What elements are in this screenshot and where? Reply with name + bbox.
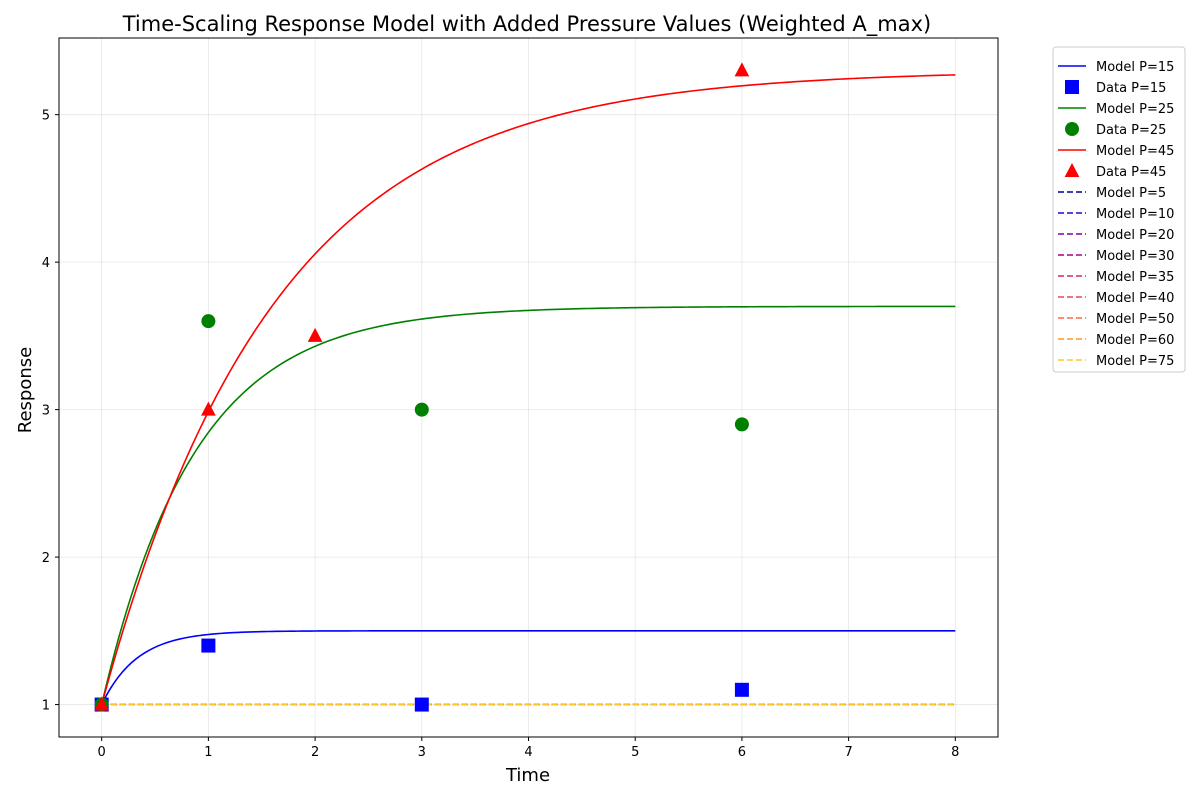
y-tick-label: 1: [42, 699, 50, 714]
legend-item-data-p-15: Data P=15: [1065, 80, 1166, 96]
legend-item-data-p-45: Data P=45: [1064, 162, 1166, 180]
legend-item-model-p-5: Model P=5: [1058, 186, 1166, 201]
x-tick-label: 0: [98, 745, 106, 760]
data-point-data-p-25: [201, 314, 216, 329]
x-tick-label: 5: [631, 745, 639, 760]
legend-item-model-p-20: Model P=20: [1058, 228, 1174, 243]
y-axis-label: Response: [15, 347, 36, 433]
x-tick-label: 1: [204, 745, 212, 760]
data-point-data-p-15: [201, 638, 216, 653]
data-point-data-p-15: [734, 682, 749, 697]
plot-frame: [58, 37, 999, 738]
legend: Model P=15 Data P=15 Model P=25 Data P=25 Mo…: [1052, 46, 1186, 373]
y-tick-label: 2: [42, 551, 50, 566]
data-point-data-p-25: [734, 417, 749, 432]
x-tick-label: 7: [844, 745, 852, 760]
legend-label: Model P=35: [1096, 270, 1174, 285]
legend-label: Model P=25: [1096, 102, 1174, 117]
series-line-model-p-45: [100, 74, 956, 705]
data-point-data-p-25: [414, 402, 429, 417]
legend-label: Model P=20: [1096, 228, 1174, 243]
series-line-model-p-25: [100, 305, 956, 705]
legend-label: Model P=45: [1096, 144, 1174, 159]
y-tick-label: 5: [42, 109, 50, 124]
legend-label: Model P=40: [1096, 291, 1174, 306]
data-point-data-p-15: [414, 697, 429, 712]
legend-item-model-p-75: Model P=75: [1058, 354, 1174, 369]
y-axis-ticks: 1 2 3 4 5: [42, 109, 59, 714]
legend-label: Model P=60: [1096, 333, 1174, 348]
plot-series: [100, 74, 956, 706]
x-tick-label: 2: [311, 745, 319, 760]
grid: [59, 38, 998, 737]
y-tick-label: 4: [42, 256, 50, 271]
legend-label: Model P=5: [1096, 186, 1166, 201]
data-point-data-p-45: [734, 62, 750, 77]
legend-label: Data P=25: [1096, 123, 1166, 138]
x-tick-label: 8: [951, 745, 959, 760]
x-axis-ticks: 0 1 2 3 4 5 6 7 8: [98, 737, 959, 760]
x-axis-label: Time: [505, 765, 550, 786]
plot-markers: [94, 62, 750, 712]
x-tick-label: 4: [524, 745, 532, 760]
data-point-data-p-45: [307, 327, 323, 342]
legend-label: Model P=50: [1096, 312, 1174, 327]
legend-item-model-p-35: Model P=35: [1058, 270, 1174, 285]
legend-item-data-p-25: Data P=25: [1065, 122, 1166, 138]
legend-marker: [1064, 162, 1080, 177]
data-point-data-p-45: [201, 401, 216, 416]
legend-item-model-p-45: Model P=45: [1058, 144, 1174, 159]
legend-item-model-p-15: Model P=15: [1058, 60, 1174, 75]
legend-item-model-p-50: Model P=50: [1058, 312, 1174, 327]
legend-label: Model P=75: [1096, 354, 1174, 369]
y-tick-label: 3: [42, 404, 50, 419]
legend-label: Data P=15: [1096, 81, 1166, 96]
legend-item-model-p-25: Model P=25: [1058, 102, 1174, 117]
legend-marker: [1065, 80, 1079, 94]
legend-item-model-p-10: Model P=10: [1058, 207, 1174, 222]
legend-box: [1052, 46, 1186, 373]
x-tick-label: 6: [738, 745, 746, 760]
legend-item-model-p-30: Model P=30: [1058, 249, 1174, 264]
x-tick-label: 3: [418, 745, 426, 760]
legend-label: Data P=45: [1096, 165, 1166, 180]
legend-item-model-p-60: Model P=60: [1058, 333, 1174, 348]
legend-item-model-p-40: Model P=40: [1058, 291, 1174, 306]
legend-label: Model P=30: [1096, 249, 1174, 264]
series-line-model-p-15: [100, 630, 956, 705]
legend-marker: [1065, 122, 1079, 136]
legend-label: Model P=10: [1096, 207, 1174, 222]
legend-label: Model P=15: [1096, 60, 1174, 75]
data-point-data-p-45: [94, 696, 110, 711]
chart-title: Time-Scaling Response Model with Added P…: [122, 12, 932, 37]
